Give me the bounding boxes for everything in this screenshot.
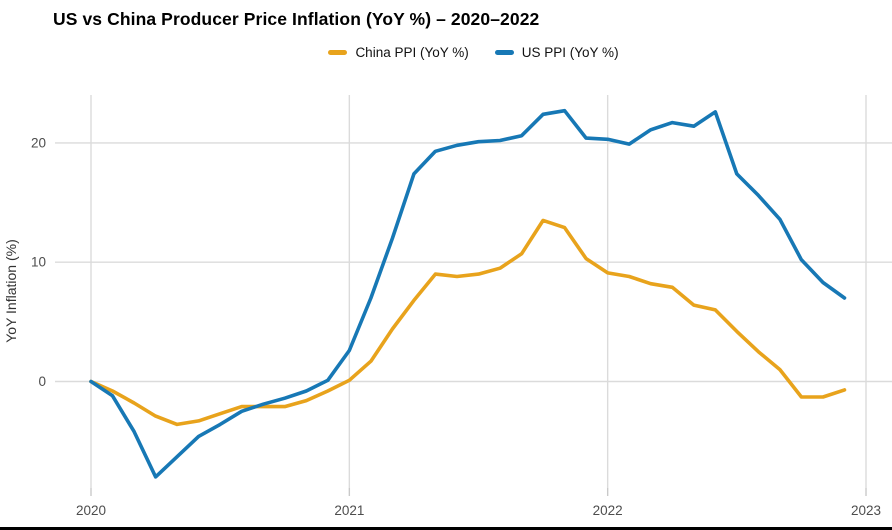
legend: China PPI (YoY %) US PPI (YoY %) (55, 45, 892, 60)
x-tick-label: 2020 (76, 503, 106, 518)
x-tick-label: 2023 (851, 503, 881, 518)
legend-label-us: US PPI (YoY %) (521, 45, 619, 60)
legend-label-china: China PPI (YoY %) (355, 45, 469, 60)
y-tick-label: 10 (31, 255, 46, 270)
x-tick-label: 2022 (593, 503, 623, 518)
china-ppi-line (89, 218, 847, 427)
us-ppi-line (89, 108, 847, 479)
y-tick-label: 20 (31, 135, 46, 150)
china-series-swatch-icon (328, 50, 348, 55)
x-tick-label: 2021 (334, 503, 364, 518)
us-series-swatch-icon (494, 50, 514, 55)
y-tick-label: 0 (38, 374, 46, 389)
legend-item-china: China PPI (YoY %) (328, 45, 469, 60)
legend-item-us: US PPI (YoY %) (494, 45, 619, 60)
chart-title: US vs China Producer Price Inflation (Yo… (53, 9, 540, 29)
